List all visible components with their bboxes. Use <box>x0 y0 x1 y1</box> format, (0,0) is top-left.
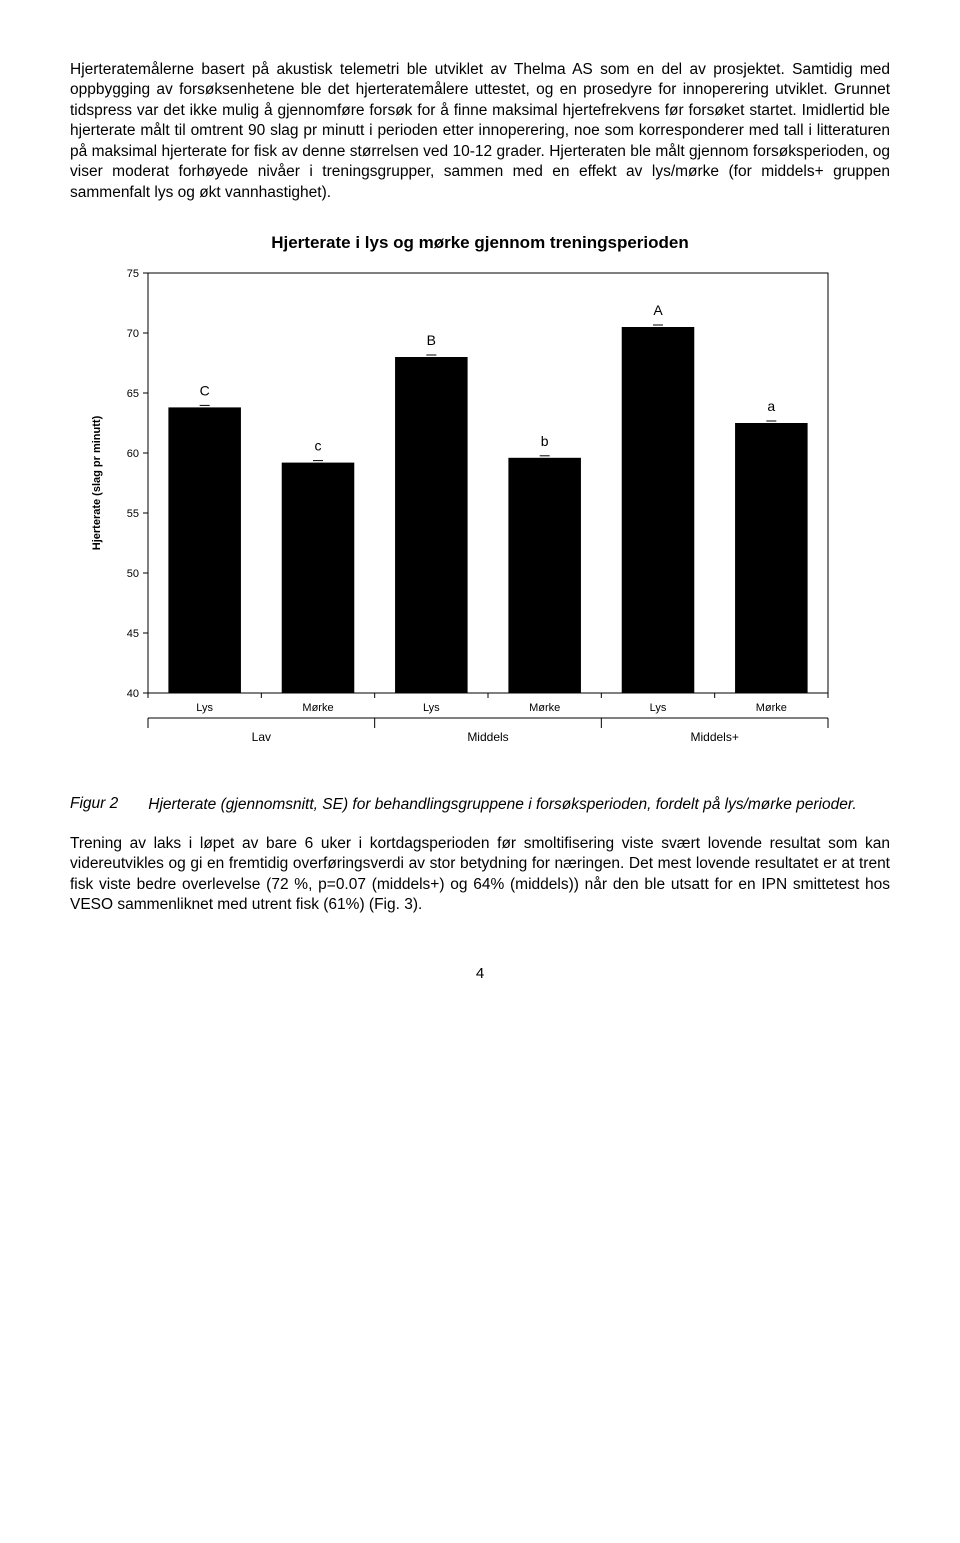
chart-title: Hjerterate i lys og mørke gjennom trenin… <box>70 233 890 253</box>
svg-text:Mørke: Mørke <box>529 702 560 714</box>
chart-svg: 40 45 50 55 60 65 70 75 Hjerterate (slag pr minu… <box>70 263 838 773</box>
result-paragraph: Trening av laks i løpet av bare 6 uker i… <box>70 834 890 916</box>
page-number: 4 <box>70 965 890 982</box>
svg-text:B: B <box>427 332 436 348</box>
svg-text:Mørke: Mørke <box>302 702 333 714</box>
svg-text:Lav: Lav <box>252 730 271 744</box>
svg-text:a: a <box>767 398 775 414</box>
svg-text:C: C <box>200 383 210 399</box>
svg-text:b: b <box>541 433 549 449</box>
svg-text:Lys: Lys <box>650 702 667 714</box>
svg-text:75: 75 <box>127 268 139 280</box>
svg-text:Hjerterate (slag pr minutt): Hjerterate (slag pr minutt) <box>91 416 103 551</box>
heart-rate-chart: 40 45 50 55 60 65 70 75 Hjerterate (slag pr minu… <box>70 263 890 773</box>
svg-text:65: 65 <box>127 388 139 400</box>
svg-text:60: 60 <box>127 448 139 460</box>
svg-text:70: 70 <box>127 328 139 340</box>
svg-text:Middels: Middels <box>467 730 508 744</box>
figure-caption: Figur 2 Hjerterate (gjennomsnitt, SE) fo… <box>70 795 890 815</box>
svg-text:45: 45 <box>127 628 139 640</box>
svg-text:50: 50 <box>127 568 139 580</box>
figure-label: Figur 2 <box>70 795 118 815</box>
intro-paragraph: Hjerteratemålerne basert på akustisk tel… <box>70 60 890 203</box>
svg-text:40: 40 <box>127 688 139 700</box>
svg-text:Mørke: Mørke <box>756 702 787 714</box>
svg-text:Middels+: Middels+ <box>690 730 738 744</box>
svg-text:c: c <box>315 438 322 454</box>
figure-text: Hjerterate (gjennomsnitt, SE) for behand… <box>148 795 856 815</box>
svg-text:Lys: Lys <box>423 702 440 714</box>
svg-text:A: A <box>653 302 663 318</box>
svg-text:Lys: Lys <box>196 702 213 714</box>
svg-text:55: 55 <box>127 508 139 520</box>
